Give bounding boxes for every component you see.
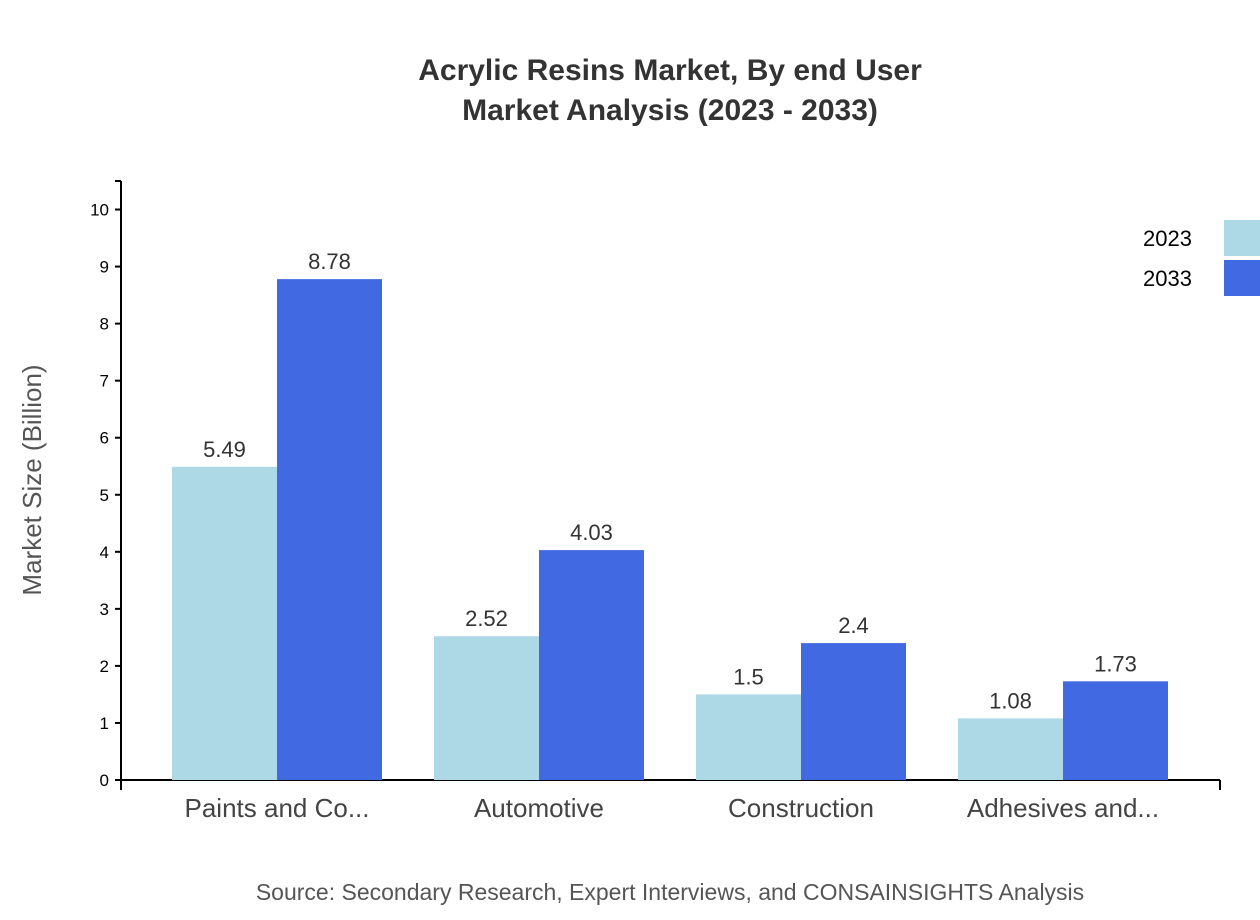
y-tick-label: 10	[90, 201, 109, 220]
y-tick-label: 9	[100, 258, 109, 277]
x-tick-label: Automotive	[474, 793, 604, 823]
y-tick-label: 6	[100, 429, 109, 448]
bar-2023	[434, 636, 539, 780]
legend-label: 2023	[1143, 226, 1192, 251]
data-label: 1.5	[733, 664, 764, 689]
bar-2023	[172, 466, 277, 780]
bar-2033	[277, 279, 382, 780]
bar-2023	[696, 694, 801, 780]
bar-2033	[539, 550, 644, 780]
y-tick-label: 1	[100, 714, 109, 733]
data-label: 8.78	[308, 249, 351, 274]
source-note: Source: Secondary Research, Expert Inter…	[256, 879, 1084, 905]
data-label: 1.08	[989, 688, 1032, 713]
data-label: 2.4	[838, 613, 869, 638]
data-label: 4.03	[570, 520, 613, 545]
data-label: 2.52	[465, 606, 508, 631]
chart-subtitle: Market Analysis (2023 - 2033)	[462, 94, 878, 127]
y-tick-label: 0	[100, 771, 109, 790]
bar-2033	[801, 643, 906, 780]
data-label: 1.73	[1094, 651, 1137, 676]
legend-swatch	[1224, 260, 1260, 296]
y-tick-label: 2	[100, 657, 109, 676]
x-tick-label: Construction	[728, 793, 874, 823]
y-axis-label: Market Size (Billion)	[17, 364, 47, 595]
bar-2023	[958, 718, 1063, 780]
legend-swatch	[1224, 220, 1260, 256]
y-tick-label: 5	[100, 486, 109, 505]
y-tick-label: 4	[100, 543, 109, 562]
x-tick-label: Paints and Co...	[185, 793, 370, 823]
y-tick-label: 3	[100, 600, 109, 619]
x-tick-label: Adhesives and...	[967, 793, 1159, 823]
chart-title: Acrylic Resins Market, By end User	[418, 54, 922, 87]
y-tick-label: 8	[100, 315, 109, 334]
data-label: 5.49	[203, 437, 246, 462]
bar-2033	[1063, 681, 1168, 780]
y-tick-label: 7	[100, 372, 109, 391]
legend-label: 2033	[1143, 266, 1192, 291]
